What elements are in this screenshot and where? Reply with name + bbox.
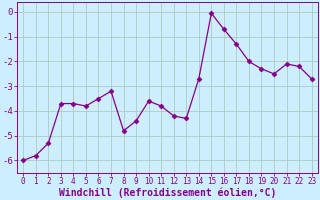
X-axis label: Windchill (Refroidissement éolien,°C): Windchill (Refroidissement éolien,°C) [59, 187, 276, 198]
